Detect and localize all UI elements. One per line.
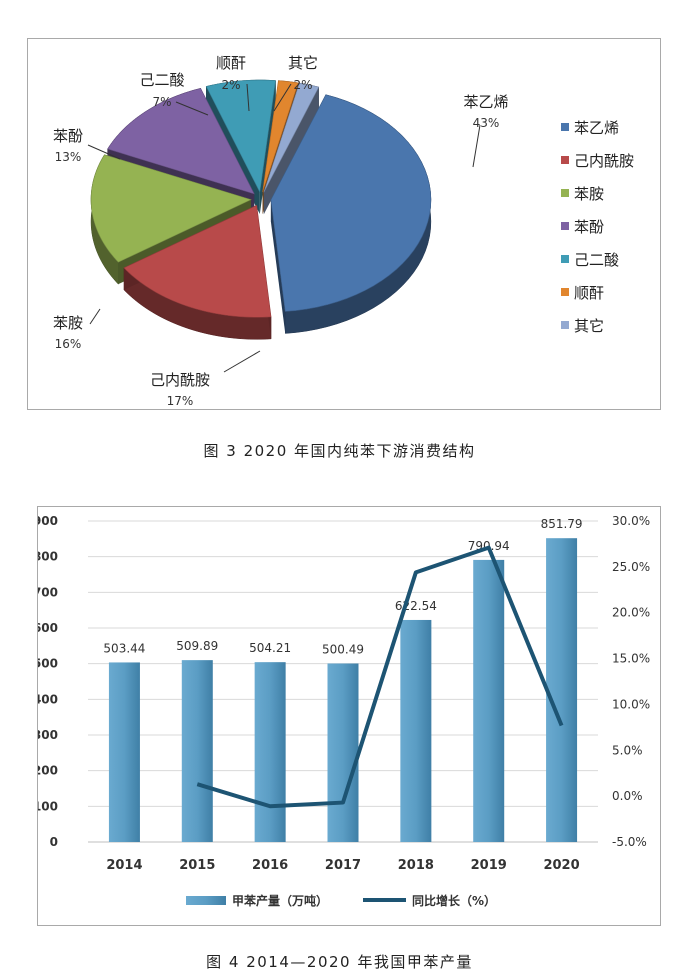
right-tick-label: 0.0% [612,789,643,803]
bar-2016 [254,662,286,842]
pie-label-name: 顺酐 [216,54,246,72]
bar-value-label: 504.21 [249,641,291,655]
pie-slice-top [107,87,255,195]
combo-chart-frame: 0 100 200 300 400 500 600 700 800 900 -5.0% 0.0% 5.0… [33,506,661,926]
pie-label-value: 2% [293,78,312,92]
pie-slice-top [90,154,252,263]
combo-legend: 甲苯产量（万吨） 同比增长（%） [186,893,496,908]
pie-leader-line [89,308,101,325]
legend-line-label: 同比增长（%） [412,893,496,908]
bar-2020 [546,538,578,842]
pie-label-value: 2% [221,78,240,92]
bar-2019 [473,559,505,842]
pie-legend-label: 苯胺 [574,185,604,203]
pie-legend-swatch [561,123,569,131]
left-tick-label: 200 [38,764,58,778]
right-tick-label: 30.0% [612,514,650,528]
pie-legend-swatch [561,189,569,197]
pie-slice-top [270,94,432,312]
x-tick-label: 2020 [543,858,579,873]
pie-leader-line [87,144,121,160]
pie-label-name: 其它 [288,54,318,72]
bar-2015 [181,660,213,842]
left-tick-label: 700 [38,585,58,599]
pie-legend-swatch [561,288,569,296]
left-tick-label: 600 [38,621,58,635]
bar-2018 [400,619,432,842]
legend-bar-label: 甲苯产量（万吨） [232,893,328,908]
pie-leader-line [223,350,261,373]
pie-slice-top [262,80,299,193]
bar-value-label: 500.49 [322,642,364,656]
left-tick-label: 400 [38,692,58,706]
pie-label-value: 13% [55,150,82,164]
pie-leader-line [472,124,481,168]
bar-value-label: 622.54 [395,599,437,613]
x-tick-label: 2016 [252,858,288,873]
pie-label-value: 43% [473,116,500,130]
growth-line [196,545,564,809]
pie-label-name: 己二酸 [139,71,184,89]
pie-label-value: 16% [55,337,82,351]
pie-label-value: 17% [167,394,194,408]
right-tick-label: 25.0% [612,560,650,574]
pie-slice-wall [259,80,276,215]
x-tick-label: 2019 [471,858,507,873]
pie-label-name: 苯酚 [53,127,83,145]
left-tick-label: 500 [38,657,58,671]
pie-slice-top [205,79,276,194]
combo-caption: 图 4 2014—2020 年我国甲苯产量 [206,953,473,971]
pie-slice-wall [270,199,286,334]
pie-chart: 苯乙烯43%己内酰胺17%苯胺16%苯酚13%己二酸7%顺酐2%其它2%苯乙烯己… [53,54,634,408]
pie-leader-line [246,83,250,112]
bar-value-label: 509.89 [176,639,218,653]
x-tick-label: 2015 [179,858,215,873]
pie-legend-label: 己内酰胺 [574,152,634,170]
bar-2014 [108,662,140,842]
right-tick-label: -5.0% [612,835,647,849]
right-tick-label: 5.0% [612,743,643,757]
pie-legend-label: 苯酚 [574,218,604,236]
pie-legend-swatch [561,156,569,164]
pie-leader-line [273,83,292,112]
left-tick-label: 100 [38,799,58,813]
pie-legend-label: 其它 [574,317,604,335]
combo-chart: 0 100 200 300 400 500 600 700 800 900 -5.0% 0.0% 5.0… [33,514,650,908]
pie-label-value: 7% [152,95,171,109]
bar-value-label: 503.44 [103,641,145,655]
pie-slice-6 [263,82,320,215]
bar-2017 [327,663,359,842]
left-tick-label: 800 [38,550,58,564]
pie-slice-top [123,204,272,318]
left-tick-label: 0 [50,835,58,849]
pie-legend-label: 苯乙烯 [574,119,619,137]
right-tick-label: 15.0% [612,652,650,666]
pie-legend-label: 顺酐 [574,284,604,302]
pie-slice-0 [270,94,432,334]
pie-label-name: 苯胺 [53,314,83,332]
pie-slice-1 [123,204,272,340]
pie-legend-swatch [561,321,569,329]
right-tick-label: 20.0% [612,606,650,620]
right-tick-label: 10.0% [612,697,650,711]
pie-legend-swatch [561,255,569,263]
pie-caption: 图 3 2020 年国内纯苯下游消费结构 [203,442,476,460]
legend-bar-swatch [186,896,226,905]
pie-legend-swatch [561,222,569,230]
pie-slice-top [263,82,320,193]
pie-label-name: 己内酰胺 [150,371,210,389]
pie-leader-line [175,101,209,116]
pie-slice-wall [263,87,319,215]
x-tick-label: 2018 [398,858,434,873]
pie-legend-label: 己二酸 [574,251,619,269]
left-tick-label: 900 [38,514,58,528]
left-tick-label: 300 [38,728,58,742]
x-tick-label: 2017 [325,858,361,873]
bar-value-label: 851.79 [541,517,583,531]
x-tick-label: 2014 [106,858,142,873]
pie-chart-frame: 苯乙烯 43% 己内酰胺 17% 苯胺 16% 苯酚 13% 己二酸 7% 顺酐 2% 其它 2% 苯乙烯己… [27,38,661,410]
pie-label-name: 苯乙烯 [463,93,508,111]
